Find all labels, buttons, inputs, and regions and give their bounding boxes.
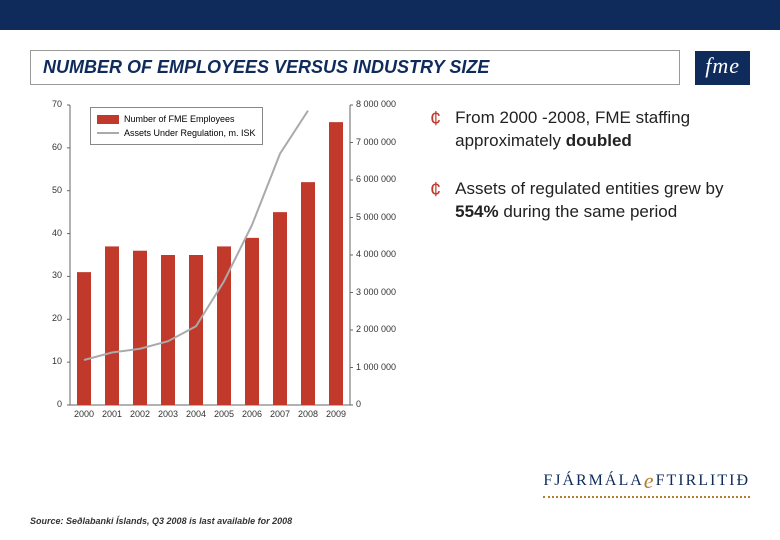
y-left-tick-label: 70: [32, 99, 62, 109]
bullet-text-1: From 2000 -2008, FME staffing approximat…: [455, 107, 760, 153]
y-right-tick-label: 1 000 000: [356, 362, 396, 372]
legend-label-line: Assets Under Regulation, m. ISK: [124, 127, 256, 140]
y-right-tick-label: 0: [356, 399, 361, 409]
source-text: Source: Seðlabanki Íslands, Q3 2008 is l…: [30, 516, 292, 526]
y-right-tick-label: 3 000 000: [356, 287, 396, 297]
page-title: NUMBER OF EMPLOYEES VERSUS INDUSTRY SIZE: [30, 50, 680, 85]
x-tick-label: 2005: [209, 409, 239, 419]
legend-entry-bars: Number of FME Employees: [97, 113, 256, 126]
y-left-tick-label: 10: [32, 356, 62, 366]
legend-swatch-bar: [97, 115, 119, 124]
x-tick-label: 2006: [237, 409, 267, 419]
y-left-tick-label: 40: [32, 228, 62, 238]
chart: Number of FME Employees Assets Under Reg…: [30, 95, 410, 435]
bullet-1: ¢ From 2000 -2008, FME staffing approxim…: [430, 107, 760, 153]
bullet-marker-icon: ¢: [430, 178, 441, 224]
chart-svg: [30, 95, 410, 435]
footer-logo-left: FJÁRMÁLA: [543, 472, 643, 489]
x-tick-label: 2007: [265, 409, 295, 419]
y-left-tick-label: 50: [32, 185, 62, 195]
bullets: ¢ From 2000 -2008, FME staffing approxim…: [430, 95, 760, 435]
legend-label-bars: Number of FME Employees: [124, 113, 235, 126]
content: Number of FME Employees Assets Under Reg…: [0, 95, 780, 435]
y-left-tick-label: 30: [32, 270, 62, 280]
y-right-tick-label: 4 000 000: [356, 249, 396, 259]
bullet-marker-icon: ¢: [430, 107, 441, 153]
y-left-tick-label: 20: [32, 313, 62, 323]
legend-entry-line: Assets Under Regulation, m. ISK: [97, 127, 256, 140]
y-left-tick-label: 60: [32, 142, 62, 152]
legend: Number of FME Employees Assets Under Reg…: [90, 107, 263, 145]
bullet-text-2: Assets of regulated entities grew by 554…: [455, 178, 760, 224]
footer-logo-e: e: [644, 468, 656, 493]
x-tick-label: 2009: [321, 409, 351, 419]
x-tick-label: 2002: [125, 409, 155, 419]
x-tick-label: 2003: [153, 409, 183, 419]
top-bar: [0, 0, 780, 30]
y-right-tick-label: 7 000 000: [356, 137, 396, 147]
y-right-tick-label: 6 000 000: [356, 174, 396, 184]
bullet-2: ¢ Assets of regulated entities grew by 5…: [430, 178, 760, 224]
footer-logo: FJÁRMÁLAeFTIRLITIÐ: [543, 468, 750, 498]
fme-badge: fme: [695, 51, 750, 85]
x-tick-label: 2004: [181, 409, 211, 419]
x-tick-label: 2001: [97, 409, 127, 419]
header-row: NUMBER OF EMPLOYEES VERSUS INDUSTRY SIZE…: [30, 50, 750, 85]
x-tick-label: 2000: [69, 409, 99, 419]
y-left-tick-label: 0: [32, 399, 62, 409]
y-right-tick-label: 2 000 000: [356, 324, 396, 334]
y-right-tick-label: 8 000 000: [356, 99, 396, 109]
footer-logo-right: FTIRLITIÐ: [656, 472, 750, 489]
legend-swatch-line: [97, 132, 119, 134]
x-tick-label: 2008: [293, 409, 323, 419]
y-right-tick-label: 5 000 000: [356, 212, 396, 222]
